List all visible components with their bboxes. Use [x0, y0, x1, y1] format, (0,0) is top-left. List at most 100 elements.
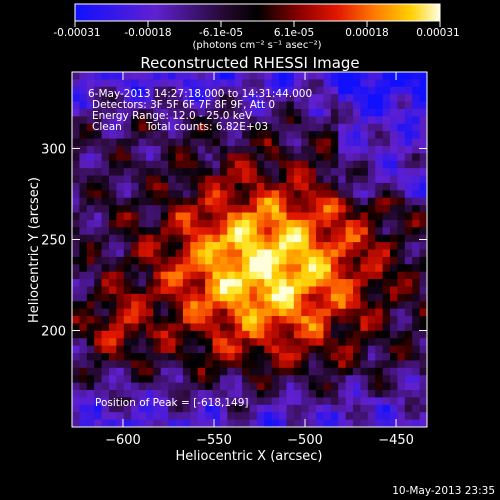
heatmap-cell	[301, 308, 310, 317]
heatmap-cell	[397, 286, 406, 295]
heatmap-cell	[182, 330, 191, 339]
heatmap-cell	[404, 308, 413, 317]
heatmap-cell	[131, 286, 140, 295]
heatmap-cell	[382, 197, 391, 206]
heatmap-cell	[86, 345, 95, 354]
heatmap-cell	[264, 190, 273, 199]
heatmap-cell	[375, 116, 384, 125]
heatmap-cell	[293, 286, 302, 295]
heatmap-cell	[367, 160, 376, 169]
heatmap-cell	[330, 86, 339, 95]
heatmap-cell	[338, 390, 347, 398]
heatmap-cell	[286, 79, 295, 88]
heatmap-cell	[205, 390, 214, 398]
heatmap-cell	[190, 219, 199, 228]
y-tick-label: 300	[41, 142, 66, 157]
heatmap-cell	[338, 375, 347, 384]
heatmap-cell	[323, 367, 332, 376]
heatmap-cell	[138, 286, 147, 295]
heatmap-cell	[219, 353, 228, 361]
heatmap-cell	[404, 323, 413, 332]
heatmap-cell	[271, 330, 280, 339]
heatmap-cell	[108, 79, 117, 88]
heatmap-cell	[131, 79, 140, 88]
heatmap-cell	[316, 108, 324, 117]
x-tick-label: −600	[105, 433, 141, 448]
heatmap-cell	[205, 264, 214, 273]
heatmap-cell	[353, 197, 361, 206]
heatmap-cell	[205, 382, 214, 391]
heatmap-cell	[86, 168, 95, 177]
heatmap-cell	[205, 293, 214, 302]
heatmap-cell	[138, 249, 147, 258]
heatmap-cell	[279, 197, 287, 206]
heatmap-cell	[338, 227, 347, 236]
heatmap-cell	[131, 419, 140, 427]
heatmap-cell	[397, 116, 406, 125]
heatmap-cell	[234, 160, 243, 169]
heatmap-cell	[212, 404, 221, 413]
heatmap-cell	[264, 86, 273, 95]
heatmap-cell	[249, 123, 258, 132]
heatmap-cell	[72, 79, 80, 88]
heatmap-cell	[375, 227, 384, 236]
heatmap-cell	[190, 360, 199, 369]
heatmap-cell	[242, 160, 250, 169]
x-axis: −600 −550 −500 −450	[105, 72, 414, 448]
heatmap-cell	[219, 116, 228, 125]
heatmap-cell	[390, 160, 398, 169]
heatmap-cell	[219, 286, 228, 295]
heatmap-cell	[404, 197, 413, 206]
heatmap-cell	[145, 345, 154, 354]
heatmap-cell	[234, 279, 243, 287]
heatmap-cell	[264, 249, 273, 258]
heatmap-cell	[175, 219, 184, 228]
heatmap-cell	[308, 190, 317, 199]
heatmap-cell	[234, 404, 243, 413]
heatmap-cell	[390, 338, 398, 347]
heatmap-cell	[123, 131, 132, 140]
heatmap-cell	[79, 227, 88, 236]
heatmap-cell	[323, 123, 332, 132]
heatmap-cell	[353, 419, 361, 427]
heatmap-cell	[227, 412, 236, 421]
heatmap-cell	[234, 301, 243, 310]
heatmap-cell	[404, 227, 413, 236]
heatmap-cell	[397, 316, 406, 324]
heatmap-cell	[160, 375, 169, 384]
heatmap-cell	[279, 79, 287, 88]
heatmap-cell	[197, 286, 206, 295]
heatmap-cell	[301, 212, 310, 221]
heatmap-cell	[316, 234, 324, 243]
heatmap-cell	[323, 160, 332, 169]
heatmap-cell	[345, 264, 354, 273]
heatmap-cell	[353, 249, 361, 258]
heatmap-cell	[145, 108, 154, 117]
heatmap-cell	[182, 412, 191, 421]
heatmap-cell	[108, 353, 117, 361]
heatmap-cell	[316, 153, 324, 162]
heatmap-cell	[323, 323, 332, 332]
heatmap-cell	[256, 412, 265, 421]
heatmap-cell	[86, 219, 95, 228]
heatmap-cell	[279, 316, 287, 324]
heatmap-cell	[375, 397, 384, 406]
heatmap-cell	[205, 397, 214, 406]
heatmap-cell	[219, 316, 228, 324]
heatmap-cell	[160, 153, 169, 162]
heatmap-cell	[242, 330, 250, 339]
heatmap-cell	[101, 256, 110, 265]
heatmap-cell	[382, 382, 391, 391]
heatmap-cell	[116, 197, 125, 206]
heatmap-cell	[227, 108, 236, 117]
heatmap-cell	[175, 286, 184, 295]
heatmap-cell	[116, 153, 125, 162]
heatmap-cell	[131, 264, 140, 273]
heatmap-cell	[293, 308, 302, 317]
heatmap-cell	[249, 234, 258, 243]
heatmap-cell	[116, 308, 125, 317]
heatmap-cell	[79, 108, 88, 117]
heatmap-cell	[190, 160, 199, 169]
heatmap-cell	[72, 72, 80, 80]
heatmap-cell	[197, 382, 206, 391]
